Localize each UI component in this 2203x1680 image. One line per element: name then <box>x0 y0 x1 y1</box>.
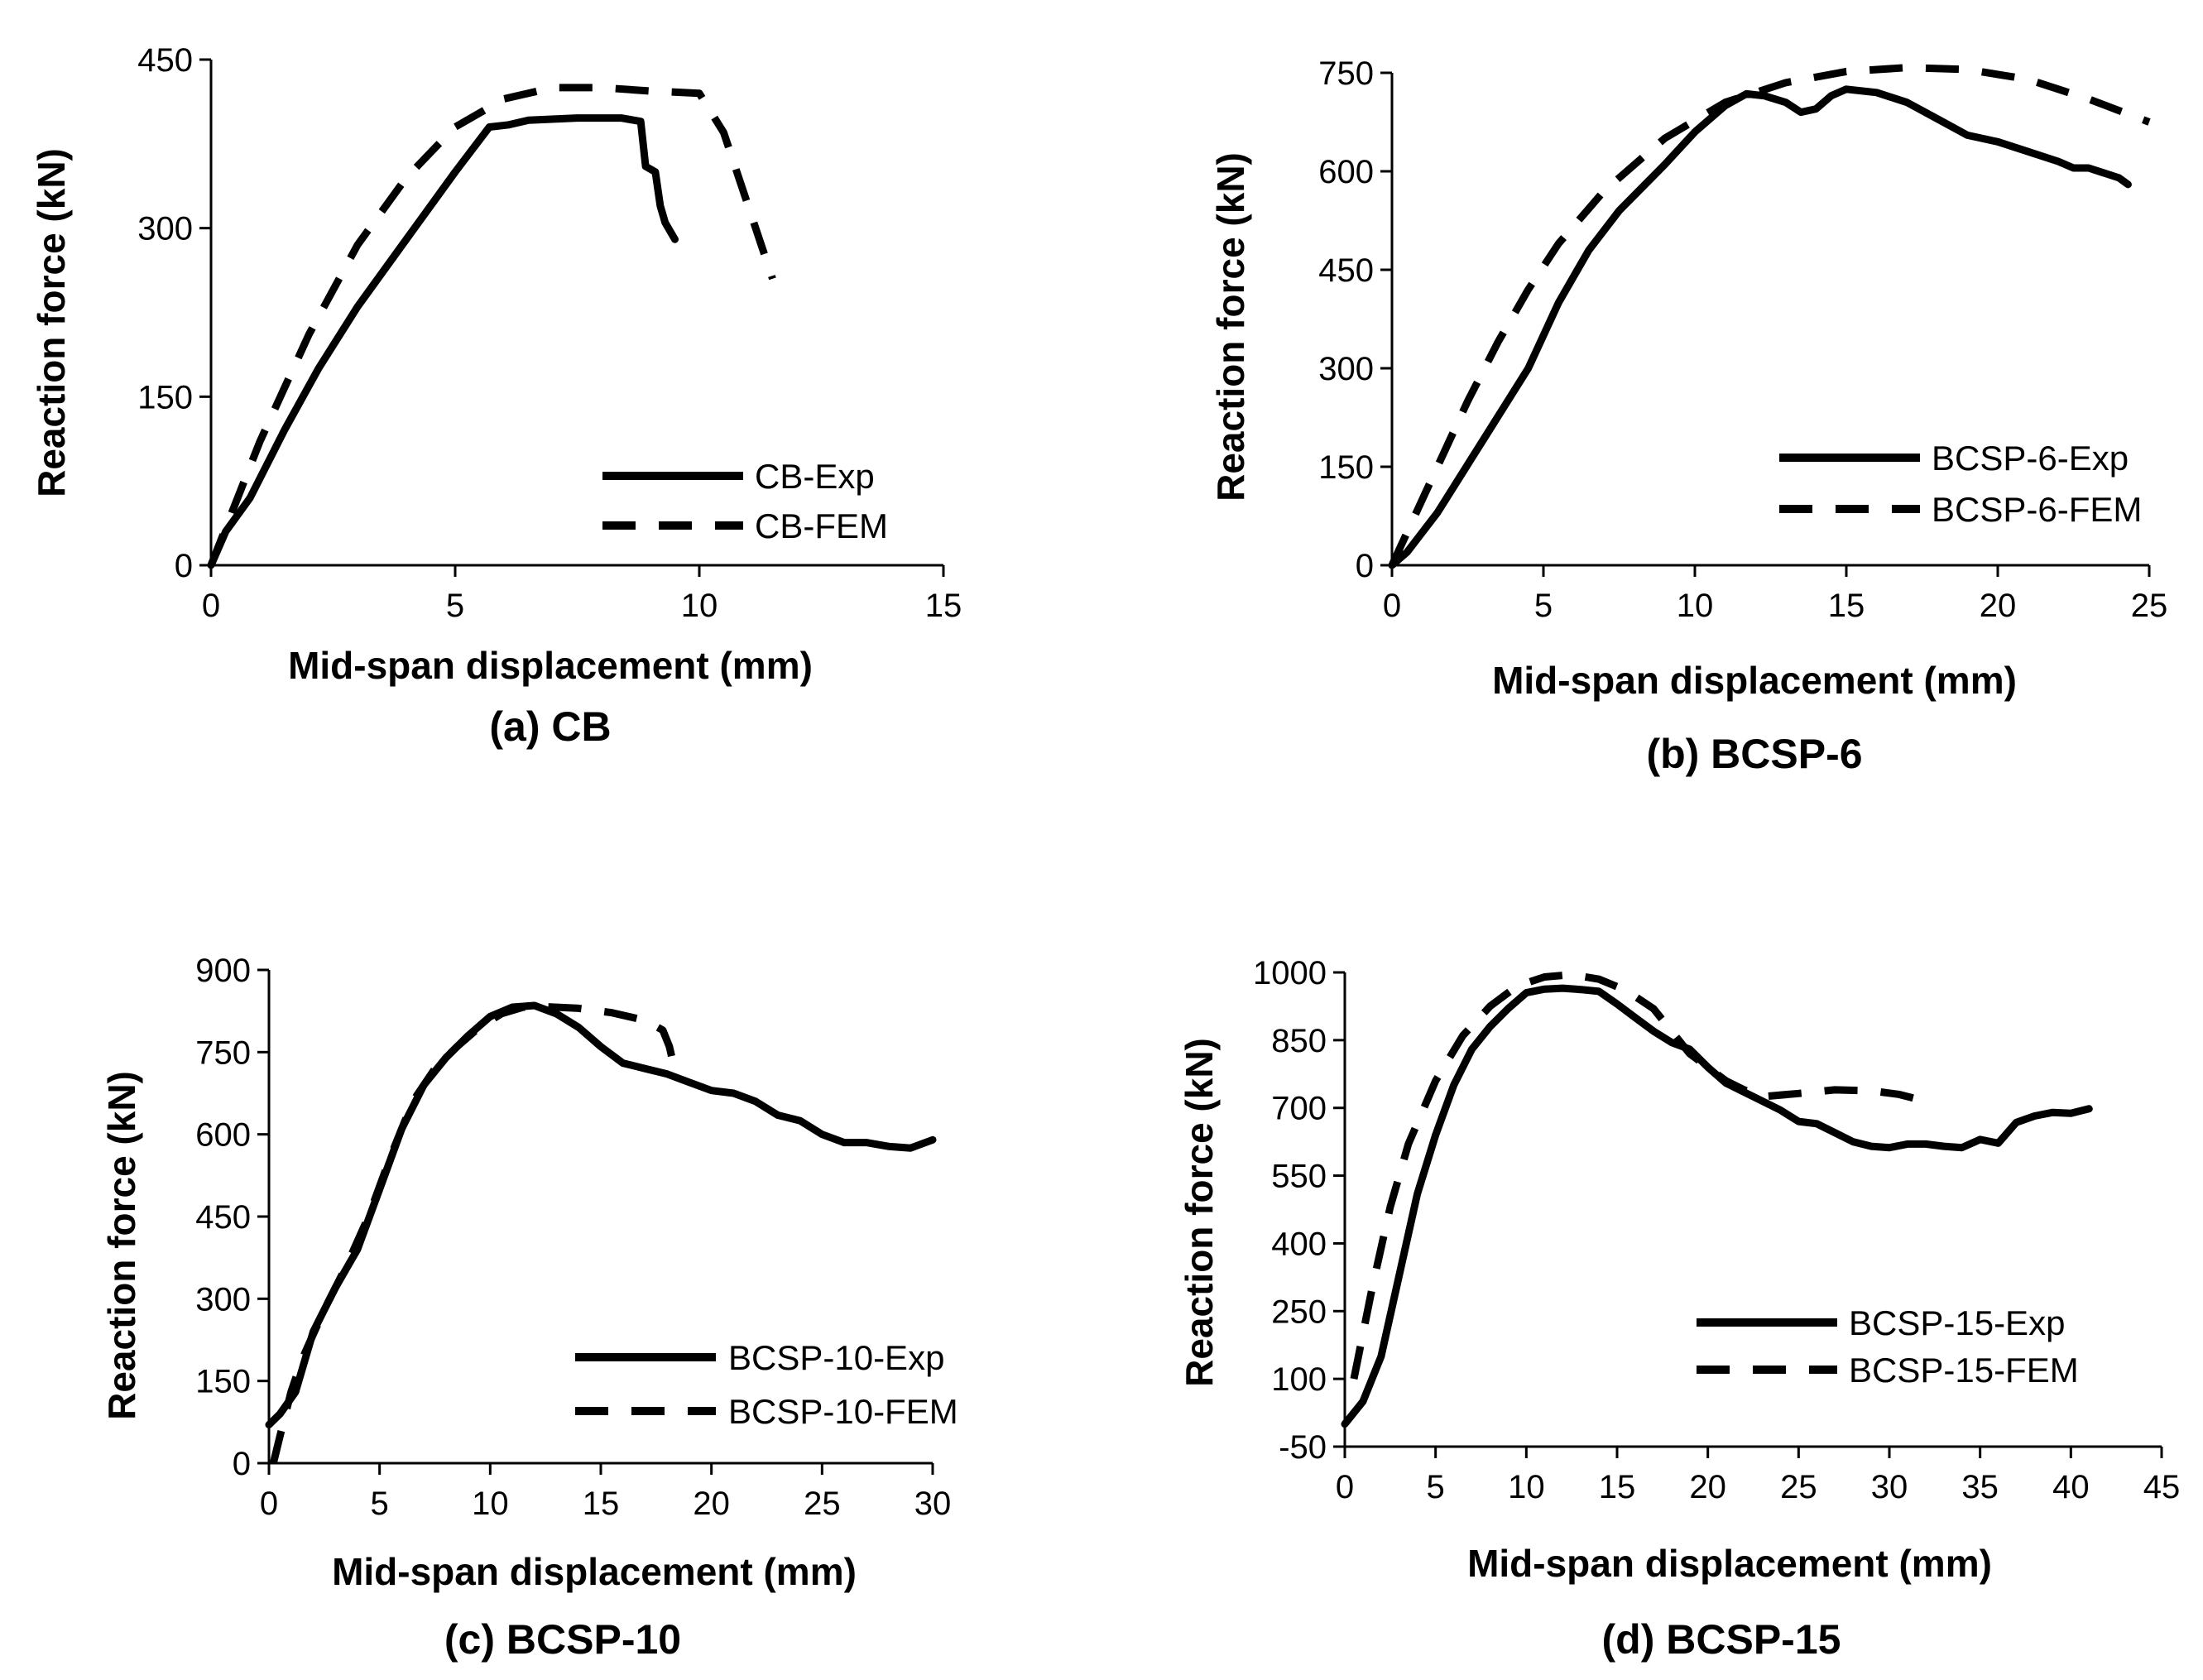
y-tick-label: 150 <box>137 379 193 415</box>
x-tick-label: 5 <box>1427 1469 1445 1505</box>
y-tick-label: 450 <box>137 42 193 79</box>
x-tick-label: 5 <box>371 1486 389 1522</box>
y-tick-label: 1000 <box>1253 955 1327 991</box>
axes-c: 0 150 300 450 600 750 900 0 5 10 15 20 25 30 <box>195 953 951 1522</box>
y-tick-label: 600 <box>1318 154 1374 190</box>
y-tick-label: 700 <box>1271 1091 1327 1127</box>
panel-caption: (c) BCSP-10 <box>444 1616 681 1663</box>
y-tick-label: 900 <box>195 953 251 989</box>
legend-label-exp: CB-Exp <box>755 457 875 496</box>
x-tick-label: 10 <box>472 1486 509 1522</box>
legend: CB-Exp CB-FEM <box>602 457 888 545</box>
y-tick-label: 100 <box>1271 1361 1327 1398</box>
y-tick-label: 0 <box>233 1446 251 1482</box>
series-line-bcsp-6-fem <box>1388 64 2151 567</box>
x-tick-label: 15 <box>1599 1469 1636 1505</box>
legend-label-fem: CB-FEM <box>755 506 888 545</box>
legend-label-exp: BCSP-15-Exp <box>1849 1303 2065 1342</box>
series-line-bcsp-10-fem <box>269 1002 678 1465</box>
y-tick-label: 750 <box>195 1034 251 1071</box>
x-tick-label: 10 <box>1508 1469 1545 1505</box>
x-tick-label: 20 <box>1980 588 2017 624</box>
x-tick-label: 5 <box>446 588 464 624</box>
y-tick-label: 300 <box>1318 351 1374 387</box>
axes-b: 0 150 300 450 600 750 0 5 10 15 20 25 <box>1318 55 2167 624</box>
y-tick-label: 600 <box>195 1117 251 1154</box>
y-tick-label: 0 <box>175 548 193 584</box>
x-axis-title: Mid-span displacement (mm) <box>1467 1542 1992 1585</box>
chart-panel-d: -50 100 250 400 550 700 850 1000 0 5 10 15 20 25 30 35 4… <box>1178 955 2180 1663</box>
x-tick-label: 15 <box>1828 588 1865 624</box>
x-tick-label: 0 <box>202 588 220 624</box>
legend: BCSP-15-Exp BCSP-15-FEM <box>1697 1303 2079 1390</box>
legend: BCSP-6-Exp BCSP-6-FEM <box>1779 439 2142 529</box>
panel-caption: (d) BCSP-15 <box>1602 1616 1841 1663</box>
y-tick-label: 450 <box>195 1199 251 1236</box>
x-axis-title: Mid-span displacement (mm) <box>288 644 813 687</box>
y-tick-label: 300 <box>137 211 193 247</box>
legend-label-exp: BCSP-10-Exp <box>728 1338 944 1377</box>
x-tick-label: 15 <box>583 1486 620 1522</box>
x-tick-label: 0 <box>260 1486 278 1522</box>
y-axis-title: Reaction force (kN) <box>1209 152 1252 502</box>
chart-panel-b: 0 150 300 450 600 750 0 5 10 15 20 25 Reaction forc… <box>1209 55 2167 777</box>
y-tick-label: 550 <box>1271 1159 1327 1195</box>
series-line-bcsp-15-exp <box>1341 984 2093 1428</box>
legend-label-fem: BCSP-10-FEM <box>728 1392 958 1431</box>
y-tick-label: 250 <box>1271 1294 1327 1330</box>
series-line-bcsp-15-fem <box>1350 971 1917 1380</box>
y-tick-label: 150 <box>1318 449 1374 486</box>
panel-caption: (b) BCSP-6 <box>1646 731 1862 777</box>
series-line-cb-exp <box>207 114 679 569</box>
y-tick-label: 150 <box>195 1364 251 1400</box>
axes-d: -50 100 250 400 550 700 850 1000 0 5 10 15 20 25 30 35 4… <box>1253 955 2180 1505</box>
axes-a: 0 150 300 450 0 5 10 15 <box>137 42 962 624</box>
legend-label-exp: BCSP-6-Exp <box>1932 439 2129 478</box>
x-tick-label: 45 <box>2143 1469 2181 1505</box>
x-tick-label: 10 <box>681 588 718 624</box>
y-tick-label: -50 <box>1279 1429 1327 1466</box>
x-axis-title: Mid-span displacement (mm) <box>1492 659 2017 702</box>
y-tick-label: 0 <box>1356 548 1374 584</box>
x-tick-label: 15 <box>925 588 962 624</box>
y-axis-title: Reaction force (kN) <box>1178 1038 1221 1387</box>
y-tick-label: 400 <box>1271 1226 1327 1262</box>
y-tick-label: 850 <box>1271 1023 1327 1059</box>
y-axis-title: Reaction force (kN) <box>100 1071 143 1420</box>
x-tick-label: 0 <box>1336 1469 1354 1505</box>
y-axis-title: Reaction force (kN) <box>30 148 73 497</box>
x-tick-label: 0 <box>1383 588 1401 624</box>
x-tick-label: 30 <box>1871 1469 1908 1505</box>
chart-panel-c: 0 150 300 450 600 750 900 0 5 10 15 20 25 30 Reaction… <box>100 953 958 1663</box>
x-tick-label: 10 <box>1677 588 1714 624</box>
chart-panel-a: 0 150 300 450 0 5 10 15 Reaction force (kN) Mid… <box>30 42 962 750</box>
x-tick-label: 20 <box>1689 1469 1726 1505</box>
series-line-bcsp-6-exp <box>1388 85 2132 569</box>
legend-label-fem: BCSP-6-FEM <box>1932 490 2142 529</box>
y-tick-label: 750 <box>1318 55 1374 92</box>
legend-label-fem: BCSP-15-FEM <box>1849 1351 2079 1390</box>
x-tick-label: 25 <box>1780 1469 1817 1505</box>
x-tick-label: 30 <box>914 1486 952 1522</box>
x-tick-label: 40 <box>2052 1469 2090 1505</box>
series-line-cb-fem <box>207 84 776 567</box>
x-tick-label: 25 <box>2131 588 2168 624</box>
y-tick-label: 450 <box>1318 252 1374 289</box>
x-tick-label: 5 <box>1534 588 1553 624</box>
x-tick-label: 20 <box>693 1486 730 1522</box>
legend: BCSP-10-Exp BCSP-10-FEM <box>575 1338 958 1431</box>
x-tick-label: 25 <box>804 1486 841 1522</box>
panel-caption: (a) CB <box>489 703 611 750</box>
x-tick-label: 35 <box>1961 1469 1999 1505</box>
y-tick-label: 300 <box>195 1281 251 1318</box>
x-axis-title: Mid-span displacement (mm) <box>332 1550 857 1593</box>
